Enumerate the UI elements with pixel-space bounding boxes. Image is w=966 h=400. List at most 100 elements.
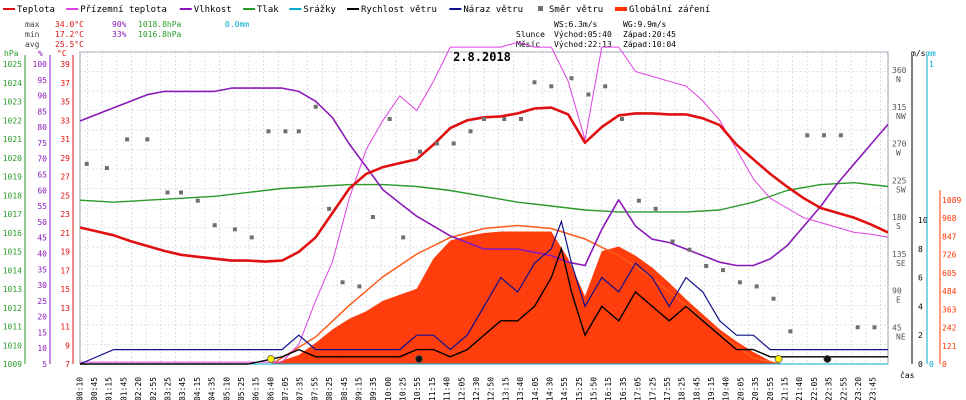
astro-sun-rise: Východ:05:40 <box>554 30 612 39</box>
legend-item: Směr větru <box>538 5 603 15</box>
series-humidity <box>79 87 889 267</box>
axis-wind: 10 8 6 4 2 0 <box>918 216 928 369</box>
time-tick: 07:05 <box>281 377 290 400</box>
time-tick: 10:55 <box>413 377 422 400</box>
time-tick: 10:25 <box>399 377 408 400</box>
series-wind-direction <box>84 76 877 334</box>
axis-temperature-tick: 17 <box>60 266 70 275</box>
time-tick: 00:45 <box>90 377 99 400</box>
axis-unit-label: % <box>38 49 43 58</box>
axis-hpa-tick: 1014 <box>3 266 22 275</box>
time-tick: 07:35 <box>296 377 305 400</box>
wind-direction-point <box>532 80 537 85</box>
series-ground-temperature <box>80 41 889 363</box>
axis-humidity-tick: 85 <box>37 107 47 116</box>
time-tick: 19:40 <box>722 377 731 400</box>
direction-tick-name: W <box>896 149 901 158</box>
wind-direction-point <box>125 137 130 142</box>
astro-sun-set: Západ:20:45 <box>623 30 676 39</box>
time-tick: 20:05 <box>736 377 745 400</box>
plot-area <box>79 41 889 365</box>
stats-min-hum: 33% <box>112 30 127 39</box>
time-tick: 23:20 <box>854 377 863 400</box>
legend-item: Teplota <box>3 5 55 15</box>
direction-tick-name: N <box>896 75 901 84</box>
time-tick: 06:40 <box>266 377 275 400</box>
wind-direction-point <box>838 133 843 138</box>
wind-direction-point <box>327 206 332 211</box>
time-tick: 00:10 <box>75 377 84 400</box>
wind-direction-point <box>822 133 826 138</box>
axis-temperature-tick: 7 <box>65 360 70 369</box>
axis-radiation: 1089 968 847 726 605 484 363 242 121 0 <box>942 196 961 369</box>
direction-tick-name: S <box>896 222 901 231</box>
direction-tick-degrees: 45 <box>892 323 902 332</box>
stats-avg-temp: 25.5°C <box>55 40 84 49</box>
legend-swatch <box>615 7 627 11</box>
axis-radiation-tick: 242 <box>942 324 957 333</box>
axis-hpa-tick: 1009 <box>3 360 22 369</box>
direction-tick-name: NE <box>896 332 906 341</box>
wind-direction-point <box>468 129 473 134</box>
series-global-radiation <box>271 231 781 364</box>
axis-temperature-tick: 23 <box>60 210 70 219</box>
wind-direction-point <box>434 141 439 146</box>
wind-direction-point <box>179 190 183 195</box>
axis-humidity-tick: 10 <box>37 344 47 353</box>
legend-label: Přízemní teplota <box>80 5 167 15</box>
wind-direction-point <box>401 235 406 240</box>
wind-direction-point <box>357 284 362 289</box>
axis-hpa-tick: 1013 <box>3 285 22 294</box>
direction-tick-degrees: 360 <box>892 66 907 75</box>
wind-direction-point <box>482 117 486 121</box>
astro-sun-label: Slunce <box>516 30 545 39</box>
axis-temperature-tick: 11 <box>60 323 70 332</box>
legend-label: Tlak <box>257 5 279 15</box>
axis-temperature-tick: 25 <box>60 191 70 200</box>
axis-humidity-tick: 45 <box>37 234 47 243</box>
wind-direction-point <box>451 141 456 146</box>
legend: Teplota Přízemní teplota Vlhkost Tlak Srážky… <box>3 5 710 15</box>
astro-block: WS:6.3m/s WG:9.9m/s Slunce Východ:05:40 … <box>516 20 676 49</box>
wind-direction-point <box>519 117 523 121</box>
time-tick: 16:15 <box>604 377 613 400</box>
direction-tick-degrees: 225 <box>892 176 907 185</box>
wind-direction-point <box>104 166 109 170</box>
direction-tick-name: NW <box>896 112 906 121</box>
time-tick: 08:25 <box>325 377 334 400</box>
axis-humidity-tick: 35 <box>37 265 47 274</box>
time-tick: 22:35 <box>825 377 834 400</box>
time-tick: 02:20 <box>134 377 143 400</box>
astro-moon-rise: Východ:22:13 <box>554 40 612 49</box>
grid <box>80 51 888 365</box>
axis-hpa-tick: 1020 <box>3 154 22 163</box>
series-global-radiation-max <box>271 224 781 365</box>
axis-radiation-tick: 605 <box>942 269 957 278</box>
axis-hpa-tick: 1025 <box>3 60 22 69</box>
time-tick: 23:45 <box>869 377 878 400</box>
axis-hpa-tick: 1019 <box>3 173 22 182</box>
time-tick: 12:30 <box>472 377 481 400</box>
axis-temperature-tick: 15 <box>60 285 70 294</box>
axes: 1025102410231022102110201019101810171016… <box>3 49 962 400</box>
axis-humidity-tick: 25 <box>37 297 47 306</box>
wind-direction-point <box>620 117 624 121</box>
axis-radiation-tick: 968 <box>942 214 957 223</box>
axis-humidity-tick: 70 <box>37 155 47 164</box>
axis-hpa-tick: 1016 <box>3 229 22 238</box>
time-tick: 02:55 <box>149 377 158 400</box>
axis-temperature-tick: 37 <box>60 79 70 88</box>
legend-swatch <box>538 6 543 11</box>
axis-rain-tick: 0 <box>929 360 934 369</box>
axis-temperature-tick: 9 <box>65 341 70 350</box>
axis-temperature: 39 37 35 33 31 29 27 25 23 21 19 17 15 13 11 9 7 <box>60 60 70 369</box>
series-pressure <box>79 182 889 213</box>
time-tick: 21:15 <box>781 377 790 400</box>
wind-direction-point <box>266 129 271 134</box>
time-tick: 01:45 <box>119 377 128 400</box>
axis-humidity-tick: 20 <box>37 313 47 322</box>
wind-direction-point <box>340 280 345 285</box>
time-tick: 09:15 <box>355 377 364 400</box>
